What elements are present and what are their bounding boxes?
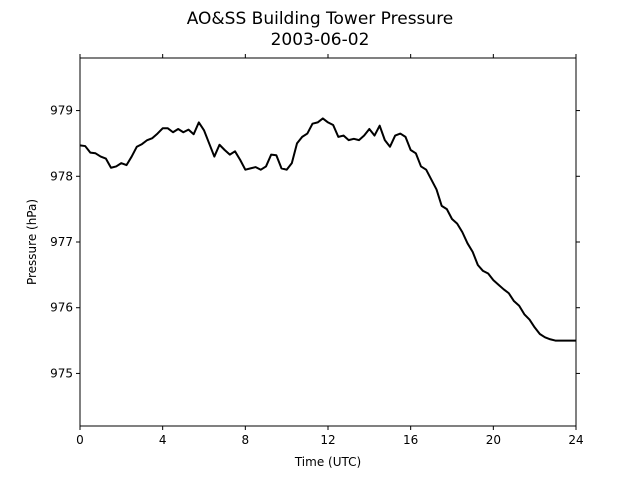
x-tick: 8 [242, 54, 250, 447]
chart-title: AO&SS Building Tower Pressure [187, 9, 454, 29]
y-tick-label: 977 [50, 235, 73, 249]
x-tick-label: 8 [242, 433, 250, 447]
x-tick-label: 20 [486, 433, 501, 447]
y-tick-label: 979 [50, 104, 73, 118]
x-tick-label: 24 [568, 433, 583, 447]
chart-subtitle: 2003-06-02 [271, 30, 370, 50]
y-tick-label: 976 [50, 301, 73, 315]
x-tick: 4 [159, 54, 167, 447]
pressure-series-line [79, 117, 576, 342]
x-tick: 24 [568, 54, 584, 447]
x-tick: 20 [486, 54, 501, 447]
x-tick-label: 16 [403, 433, 418, 447]
x-tick: 0 [76, 54, 84, 447]
plot-frame [79, 57, 577, 427]
x-tick-label: 4 [159, 433, 167, 447]
y-tick: 977 [50, 235, 580, 249]
plot-area [79, 117, 576, 342]
y-tick: 979 [50, 104, 580, 118]
y-tick-label: 975 [50, 366, 73, 380]
x-axis-label: Time (UTC) [294, 455, 361, 469]
x-tick: 16 [403, 54, 418, 447]
y-tick: 978 [50, 169, 580, 183]
y-tick: 975 [50, 366, 580, 380]
x-tick-label: 0 [76, 433, 84, 447]
x-tick: 12 [320, 54, 336, 447]
y-axis-label: Pressure (hPa) [25, 199, 39, 285]
y-tick: 976 [50, 301, 580, 315]
y-tick-label: 978 [50, 169, 73, 183]
x-tick-label: 12 [320, 433, 335, 447]
axis-ticks: 0 4 8 12 16 20 24 975 976 977 978 979 [50, 54, 584, 447]
